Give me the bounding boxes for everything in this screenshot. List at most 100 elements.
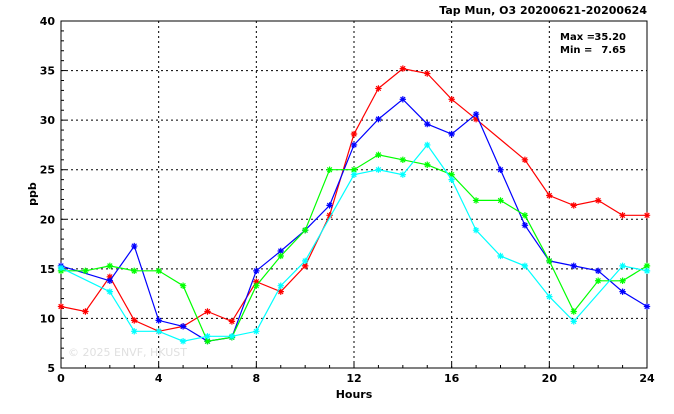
data-point	[497, 252, 504, 260]
chart-title: Tap Mun, O3 20200621-20200624	[439, 4, 647, 17]
data-point	[594, 267, 602, 275]
y-axis-label: ppb	[26, 182, 39, 206]
data-point	[375, 115, 382, 123]
data-point	[570, 202, 577, 209]
data-point	[448, 171, 455, 178]
stats-min-value: 7.65	[601, 45, 626, 56]
data-point	[301, 262, 309, 270]
series-1	[57, 65, 651, 335]
data-point	[472, 197, 480, 204]
data-point	[521, 222, 529, 229]
data-point	[179, 282, 187, 289]
data-point	[619, 288, 626, 295]
data-point	[472, 110, 480, 118]
data-point	[228, 333, 236, 340]
x-tick-label: 24	[639, 372, 655, 385]
data-point	[570, 308, 577, 315]
data-point	[570, 262, 577, 270]
data-point	[82, 308, 89, 315]
data-point	[399, 156, 407, 163]
data-point	[326, 202, 333, 209]
y-tick-label: 5	[47, 362, 55, 375]
data-point	[643, 262, 651, 270]
data-point	[204, 338, 211, 345]
data-point	[448, 130, 455, 138]
x-tick-label: 20	[542, 372, 558, 385]
data-point	[301, 257, 309, 265]
data-point	[82, 267, 89, 275]
data-point	[643, 267, 651, 275]
stats-max-label: Max =	[560, 32, 595, 43]
data-point	[155, 317, 162, 324]
data-point	[131, 317, 138, 324]
data-point	[253, 328, 260, 335]
data-point	[155, 267, 162, 275]
data-point	[619, 212, 626, 219]
data-point	[106, 262, 114, 270]
x-tick-label: 0	[57, 372, 65, 385]
data-point	[497, 166, 504, 173]
stats-min-label: Min =	[560, 45, 592, 56]
data-point	[570, 318, 577, 325]
data-point	[179, 338, 187, 345]
series-line	[60, 143, 648, 342]
data-point	[521, 156, 529, 163]
series-line	[60, 98, 648, 342]
data-point	[448, 176, 455, 183]
y-tick-label: 35	[40, 65, 55, 78]
watermark: © 2025 ENVF, HKUST	[68, 346, 187, 359]
data-point	[326, 166, 333, 173]
data-point	[472, 226, 480, 234]
data-point	[277, 252, 284, 260]
data-point	[497, 197, 504, 204]
y-tick-label: 15	[40, 263, 55, 276]
data-point	[375, 85, 382, 92]
data-point	[228, 318, 236, 325]
data-point	[643, 212, 651, 219]
data-point	[277, 288, 284, 295]
data-point	[301, 226, 309, 234]
data-point	[131, 242, 138, 250]
data-point	[424, 161, 431, 168]
data-point	[424, 120, 431, 128]
series-4	[57, 141, 651, 345]
data-point	[131, 328, 138, 335]
data-point	[253, 267, 260, 275]
data-point	[277, 247, 284, 255]
data-point	[619, 262, 626, 270]
plot-frame	[60, 20, 648, 369]
data-point	[424, 70, 431, 77]
data-point	[399, 96, 407, 103]
data-point	[350, 130, 358, 138]
data-point	[131, 267, 138, 275]
data-point	[472, 115, 480, 123]
data-point	[57, 264, 65, 272]
data-point	[546, 293, 553, 300]
data-point	[155, 328, 162, 335]
data-point	[375, 151, 382, 159]
series-lines	[57, 65, 651, 345]
x-tick-label: 4	[155, 372, 163, 385]
data-point	[326, 212, 333, 219]
x-tick-label: 8	[253, 372, 261, 385]
y-tick-label: 25	[40, 164, 55, 177]
data-point	[204, 333, 211, 340]
x-tick-label: 16	[444, 372, 460, 385]
x-tick-label: 12	[346, 372, 361, 385]
x-axis-label: Hours	[336, 388, 373, 401]
data-point	[106, 273, 114, 280]
data-point	[546, 192, 553, 199]
data-point	[424, 141, 431, 149]
data-point	[350, 171, 358, 178]
grid	[61, 21, 647, 368]
data-point	[643, 303, 651, 310]
y-tick-label: 40	[40, 15, 56, 28]
y-tick-label: 20	[40, 213, 56, 226]
series-3	[57, 151, 651, 345]
data-point	[179, 323, 187, 330]
data-point	[448, 96, 455, 103]
y-tick-label: 30	[40, 114, 56, 127]
data-point	[375, 166, 382, 173]
